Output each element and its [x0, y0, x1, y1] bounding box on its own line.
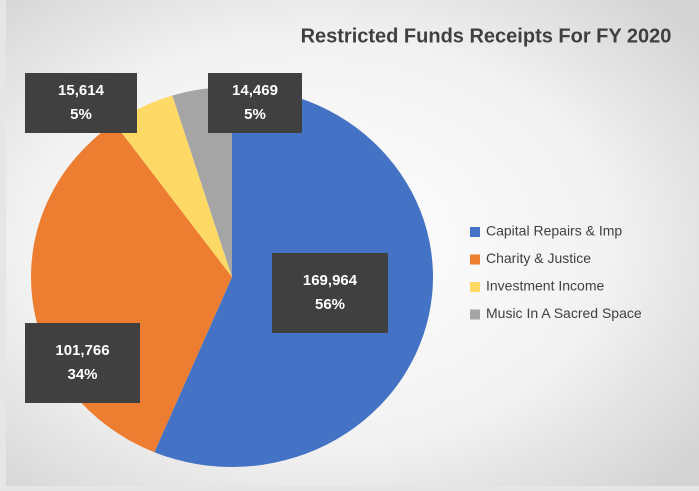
- legend-label: Charity & Justice: [486, 250, 591, 266]
- data-label-box: [272, 253, 388, 333]
- data-label-box: [208, 73, 302, 133]
- data-label-value: 15,614: [58, 82, 105, 99]
- data-label-box: [25, 73, 137, 133]
- legend-swatch: [470, 254, 480, 265]
- legend-swatch: [470, 309, 480, 320]
- data-label-percent: 5%: [244, 106, 266, 123]
- pie-slice: [172, 87, 232, 277]
- legend-label: Investment Income: [486, 278, 604, 294]
- data-label-value: 14,469: [232, 82, 278, 99]
- pie-slice: [114, 95, 232, 278]
- data-label-box: [25, 323, 140, 403]
- data-label-percent: 34%: [67, 366, 97, 383]
- data-label-percent: 5%: [70, 106, 92, 123]
- data-label-percent: 56%: [315, 296, 345, 313]
- legend-swatch: [470, 227, 480, 237]
- data-label-value: 101,766: [55, 342, 109, 359]
- legend-label: Capital Repairs & Imp: [486, 223, 622, 239]
- data-label-value: 169,964: [303, 272, 358, 289]
- legend-label: Music In A Sacred Space: [486, 305, 642, 321]
- legend-swatch: [470, 282, 480, 292]
- chart-title: Restricted Funds Receipts For FY 2020: [301, 25, 672, 47]
